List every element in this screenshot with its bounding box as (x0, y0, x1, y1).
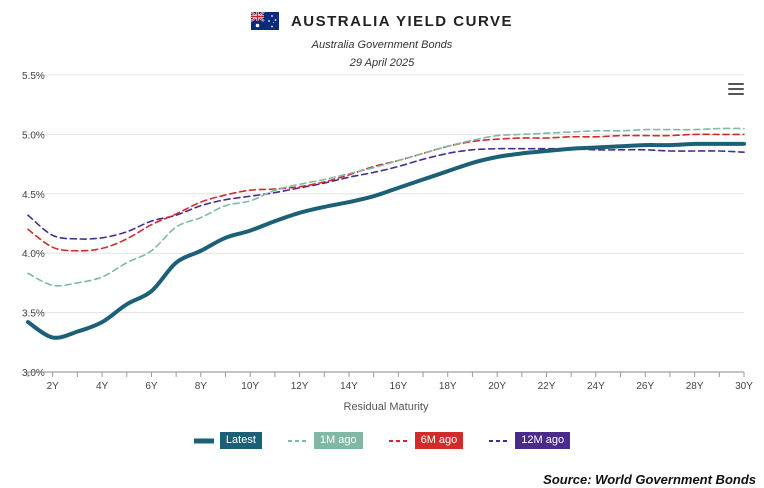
x-tick-label: 28Y (686, 381, 704, 392)
chart-subtitle: Australia Government Bonds (311, 39, 453, 51)
series-line-6m-ago (27, 133, 745, 252)
x-tick-label: 30Y (735, 381, 753, 392)
x-tick-label: 18Y (439, 381, 457, 392)
y-tick-label: 5.0% (22, 130, 45, 141)
x-tick-label: 10Y (241, 381, 259, 392)
legend-label-latest: Latest (219, 432, 262, 449)
chart-title: AUSTRALIA YIELD CURVE (290, 12, 514, 30)
x-tick-label: 24Y (587, 381, 605, 392)
legend-label-12m-ago: 12M ago (515, 432, 571, 449)
x-tick-label: 12Y (291, 381, 309, 392)
y-tick-label: 3.0% (22, 368, 45, 379)
x-axis-title: Residual Maturity (344, 401, 429, 413)
yield-curve-chart: 3.0% 3.5% 4.0% 4.5% 5.0% 5.5% 2Y 4Y 6Y 8Y 10Y 12Y 14… (22, 71, 753, 413)
chart-header: AUSTRALIA YIELD CURVE (0, 12, 764, 30)
x-tick-label: 26Y (636, 381, 654, 392)
legend-swatch-1m-ago (287, 439, 308, 442)
x-tick-label: 16Y (389, 381, 407, 392)
series-line-12m-ago (27, 147, 745, 240)
y-tick-label: 4.5% (22, 190, 45, 201)
legend-swatch-latest (193, 438, 214, 443)
chart-date: 29 April 2025 (349, 57, 415, 69)
source-note: Source: World Government Bonds (543, 472, 756, 487)
x-tick-label: 22Y (538, 381, 556, 392)
legend-item-latest[interactable]: Latest (193, 432, 262, 449)
legend-swatch-12m-ago (489, 439, 510, 442)
chart-legend: Latest 1M ago 6M ago 12M ago (0, 432, 764, 449)
australia-flag-icon (250, 12, 279, 30)
hamburger-menu-icon (728, 83, 744, 85)
legend-label-6m-ago: 6M ago (414, 432, 464, 449)
x-tick-label: 20Y (488, 381, 506, 392)
y-tick-label: 5.5% (22, 71, 45, 82)
legend-label-1m-ago: 1M ago (313, 432, 363, 449)
series-line-latest (26, 141, 746, 340)
legend-item-1m-ago[interactable]: 1M ago (287, 432, 363, 449)
legend-swatch-6m-ago (388, 439, 409, 442)
hamburger-menu-bar (728, 93, 744, 95)
x-tick-label: 14Y (340, 381, 358, 392)
chart-menu-button[interactable] (728, 83, 744, 97)
x-tick-label: 2Y (47, 381, 60, 392)
x-tick-label: 6Y (145, 381, 158, 392)
y-tick-label: 4.0% (22, 249, 45, 260)
x-tick-label: 8Y (195, 381, 208, 392)
legend-item-12m-ago[interactable]: 12M ago (489, 432, 571, 449)
x-tick-label: 4Y (96, 381, 109, 392)
y-tick-label: 3.5% (22, 309, 45, 320)
hamburger-menu-bar (728, 88, 744, 90)
series-line-1m-ago (27, 127, 745, 287)
legend-item-6m-ago[interactable]: 6M ago (388, 432, 464, 449)
